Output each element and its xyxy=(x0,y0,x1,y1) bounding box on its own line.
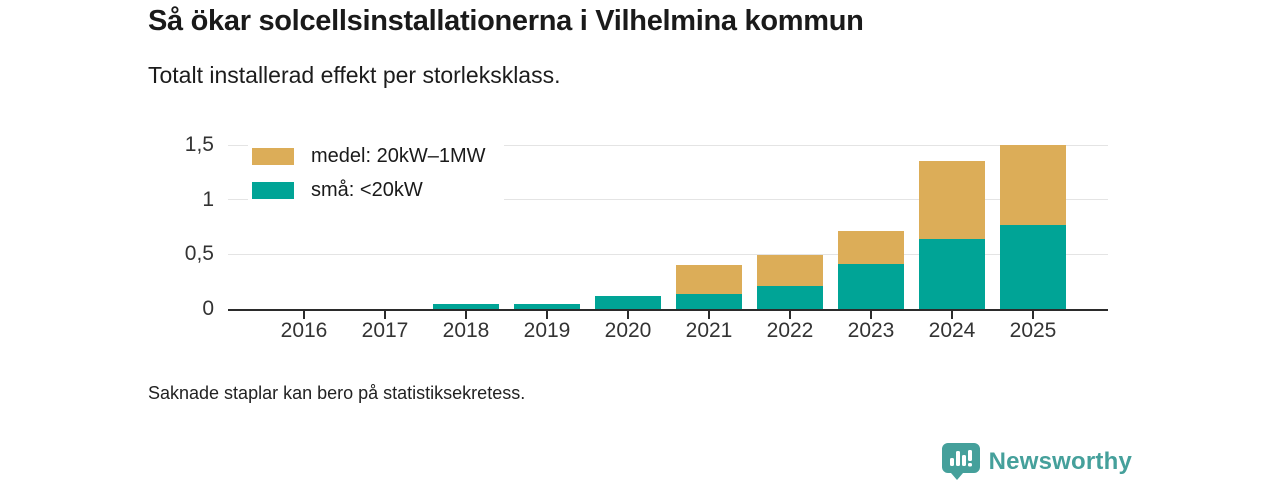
gridline-0,5 xyxy=(228,253,1108,255)
bar-sma-2022 xyxy=(757,286,823,309)
bar-medel-2022 xyxy=(757,255,823,287)
legend-swatch-medel xyxy=(252,148,294,165)
chart-subtitle: Totalt installerad effekt per storlekskl… xyxy=(148,62,561,88)
legend-label-medel: medel: 20kW–1MW xyxy=(311,145,486,167)
x-tick-label-2022: 2022 xyxy=(766,319,814,342)
x-tick-label-2019: 2019 xyxy=(523,319,571,342)
newsworthy-bar-chart-bubble-icon xyxy=(941,443,980,480)
y-tick-label-0,5: 0,5 xyxy=(184,242,214,266)
gridline-1,5 xyxy=(228,144,1108,146)
bar-sma-2020 xyxy=(595,295,661,309)
x-tick-2024 xyxy=(951,311,953,319)
legend-item-medel: medel: 20kW–1MW xyxy=(252,145,486,168)
x-tick-2025 xyxy=(1032,311,1034,319)
x-tick-label-2018: 2018 xyxy=(442,319,490,342)
x-tick-label-2021: 2021 xyxy=(685,319,733,342)
bar-medel-2024 xyxy=(919,161,985,240)
x-tick-label-2016: 2016 xyxy=(280,319,328,342)
x-tick-2019 xyxy=(546,311,548,319)
bar-sma-2023 xyxy=(838,264,904,309)
x-tick-2016 xyxy=(303,311,305,319)
y-tick-label-1: 1 xyxy=(202,187,214,211)
legend-label-sma: små: <20kW xyxy=(311,179,423,201)
x-tick-label-2025: 2025 xyxy=(1009,319,1057,342)
y-tick-label-1,5: 1,5 xyxy=(184,133,214,156)
x-tick-2023 xyxy=(870,311,872,319)
bar-sma-2025 xyxy=(1000,224,1066,309)
bar-medel-2021 xyxy=(676,265,742,294)
page-title: Så ökar solcellsinstallationerna i Vilhe… xyxy=(148,5,864,37)
y-axis: 0 0,5 1 1,5 xyxy=(140,133,214,320)
x-tick-2022 xyxy=(789,311,791,319)
newsworthy-wordmark: Newsworthy xyxy=(988,447,1132,475)
bar-medel-2023 xyxy=(838,231,904,265)
plot-area: medel: 20kW–1MW små: <20kW 2016 2017 2018 2… xyxy=(228,139,1108,342)
x-axis-line xyxy=(228,309,1108,311)
x-tick-2021 xyxy=(708,311,710,319)
bar-sma-2019 xyxy=(514,303,580,309)
x-tick-label-2023: 2023 xyxy=(847,319,895,342)
x-tick-2017 xyxy=(384,311,386,319)
bar-sma-2021 xyxy=(676,293,742,309)
legend-swatch-sma xyxy=(252,182,294,199)
x-tick-label-2020: 2020 xyxy=(604,319,652,342)
footnote: Saknade staplar kan bero på statistiksek… xyxy=(148,383,526,403)
bar-medel-2025 xyxy=(1000,145,1066,225)
bar-sma-2024 xyxy=(919,239,985,309)
x-tick-label-2017: 2017 xyxy=(361,319,409,342)
newsworthy-logo: Newsworthy xyxy=(941,443,1132,480)
legend-item-sma: små: <20kW xyxy=(252,179,486,202)
x-tick-label-2024: 2024 xyxy=(928,319,976,342)
gridline-1 xyxy=(228,199,1108,201)
bar-sma-2018 xyxy=(433,303,499,309)
legend: medel: 20kW–1MW små: <20kW xyxy=(248,139,504,208)
y-tick-label-0: 0 xyxy=(202,297,214,320)
x-tick-2018 xyxy=(465,311,467,319)
x-tick-2020 xyxy=(627,311,629,319)
